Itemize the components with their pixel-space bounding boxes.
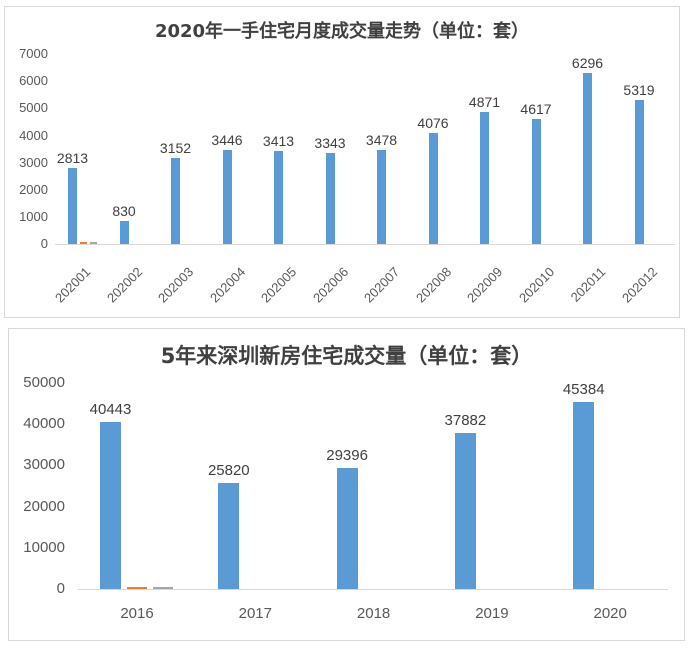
minor-series-bar — [153, 587, 173, 589]
y-tick-label: 0 — [40, 236, 48, 252]
y-tick-label: 4000 — [19, 127, 48, 143]
data-label: 4617 — [520, 100, 552, 117]
data-label: 29396 — [326, 446, 368, 464]
data-label: 3478 — [365, 131, 398, 148]
bar-202004 — [222, 150, 232, 244]
y-tick-label: 5000 — [19, 100, 48, 116]
data-label: 4871 — [468, 93, 501, 110]
y-tick-label: 50000 — [23, 374, 65, 391]
bar-202003 — [171, 158, 180, 244]
monthly-chart-frame — [4, 6, 680, 318]
minor-series-bar — [90, 242, 97, 244]
y-tick-label: 30000 — [23, 456, 65, 474]
bar-2018 — [336, 467, 358, 589]
y-tick-label: 3000 — [19, 154, 48, 170]
bar-202009 — [480, 111, 489, 244]
x-tick-label: 2016 — [120, 605, 154, 622]
bar-202002 — [119, 221, 129, 244]
data-label: 25820 — [207, 461, 250, 479]
data-label: 3413 — [262, 133, 295, 150]
bar-202011 — [583, 73, 592, 244]
y-tick-label: 2000 — [19, 181, 48, 197]
x-axis-line — [78, 589, 668, 590]
bar-202005 — [274, 151, 283, 244]
y-tick-label: 10000 — [23, 538, 65, 556]
data-label: 4076 — [417, 115, 449, 132]
y-tick-label: 6000 — [19, 73, 48, 89]
y-tick-label: 1000 — [19, 209, 48, 225]
y-tick-label: 20000 — [23, 497, 65, 515]
minor-series-bar — [127, 587, 147, 589]
x-tick-label: 2019 — [475, 605, 509, 622]
y-tick-label: 7000 — [19, 46, 48, 62]
data-label: 3152 — [159, 140, 192, 157]
data-label: 45384 — [562, 381, 605, 399]
bar-2016 — [100, 422, 121, 589]
data-label: 37882 — [444, 411, 487, 429]
minor-series-bar — [80, 242, 87, 244]
bar-202001 — [68, 167, 77, 244]
y-tick-label: 40000 — [23, 415, 65, 433]
data-label: 2813 — [56, 149, 89, 166]
bar-202010 — [531, 118, 541, 244]
data-label: 3343 — [314, 135, 346, 152]
data-label: 5319 — [623, 81, 655, 98]
bar-202008 — [428, 133, 438, 244]
bar-2019 — [454, 432, 476, 589]
data-label: 40443 — [89, 401, 132, 419]
yearly-chart-title: 5年来深圳新房住宅成交量（单位：套） — [160, 344, 533, 368]
bar-202006 — [325, 153, 335, 244]
bar-202007 — [377, 149, 386, 244]
x-tick-label: 2018 — [356, 605, 391, 622]
y-tick-label: 0 — [56, 580, 65, 597]
x-axis-line — [55, 244, 675, 245]
bar-2017 — [218, 482, 240, 589]
bar-2020 — [573, 402, 595, 589]
data-label: 3446 — [211, 132, 243, 149]
bar-202012 — [634, 99, 644, 244]
data-label: 6296 — [571, 55, 604, 72]
monthly-chart-title: 2020年一手住宅月度成交量走势（单位：套） — [154, 21, 530, 42]
x-tick-label: 2017 — [238, 605, 272, 622]
x-tick-label: 2020 — [593, 605, 627, 622]
data-label: 830 — [112, 203, 136, 220]
